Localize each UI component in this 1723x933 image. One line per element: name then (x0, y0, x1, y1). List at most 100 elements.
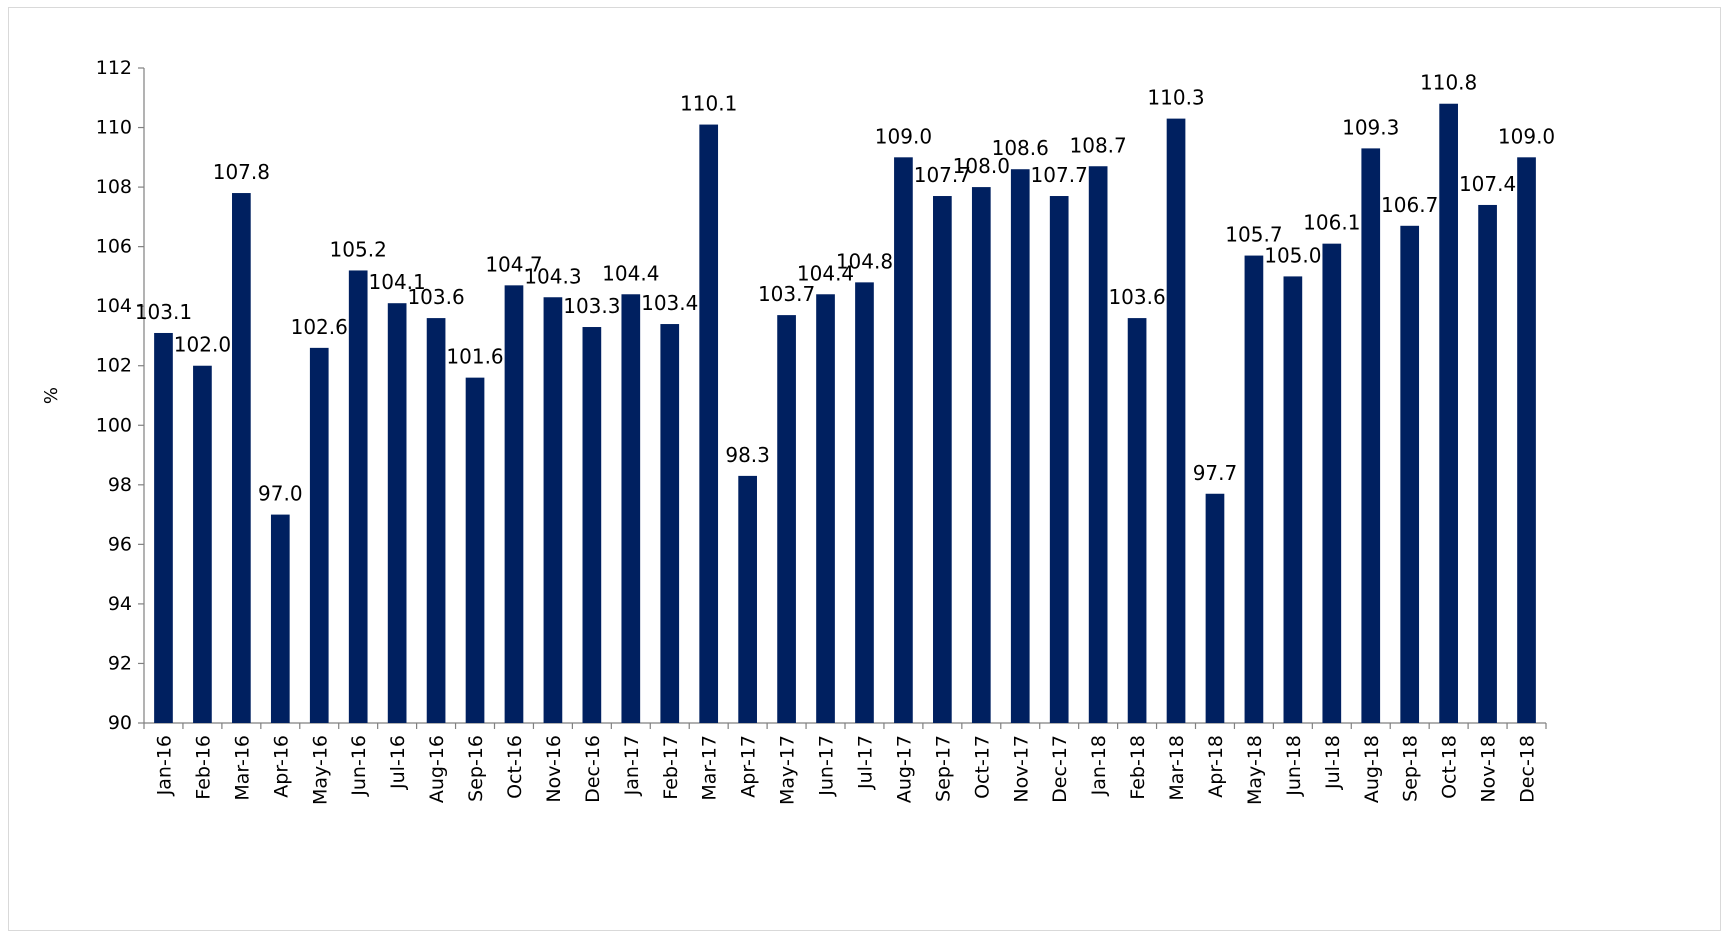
x-tick-label: Nov-16 (543, 735, 565, 803)
data-label: 104.4 (797, 261, 854, 285)
data-label: 97.0 (258, 482, 303, 506)
data-label: 98.3 (725, 443, 770, 467)
bar (1010, 169, 1030, 723)
bar (387, 303, 407, 723)
bar (1400, 225, 1420, 723)
data-label: 109.3 (1342, 115, 1399, 139)
x-tick-label: Mar-17 (699, 735, 721, 801)
data-label: 104.1 (369, 270, 426, 294)
data-label: 102.6 (291, 315, 348, 339)
data-label: 105.0 (1264, 243, 1321, 267)
bar (1244, 255, 1264, 723)
data-label: 110.1 (680, 92, 737, 116)
y-tick-label: 96 (108, 533, 132, 555)
x-tick-label: Jul-17 (854, 735, 876, 790)
bar (1322, 243, 1342, 723)
data-label: 103.1 (135, 300, 192, 324)
x-tick-label: Jan-16 (153, 735, 175, 796)
x-tick-label: Sep-16 (465, 735, 487, 802)
bar (621, 294, 641, 723)
y-axis: 90 92 94 96 98 100 102 104 106 108 110 112 (96, 57, 145, 734)
x-tick-label: Nov-18 (1478, 735, 1500, 803)
bar (232, 193, 251, 723)
x-tick-label: Apr-18 (1205, 735, 1227, 798)
y-tick-label: 104 (96, 295, 132, 317)
data-label: 104.8 (836, 249, 893, 273)
data-label: 107.8 (213, 160, 270, 184)
bar (855, 282, 874, 723)
bar (1439, 103, 1458, 723)
data-label: 104.3 (524, 264, 581, 288)
x-tick-label: Apr-16 (270, 735, 292, 798)
y-tick-label: 106 (96, 236, 132, 258)
x-tick-label: May-16 (309, 735, 331, 805)
data-label: 103.7 (758, 282, 815, 306)
x-axis: Jan-16 Feb-16 Mar-16 Apr-16 May-16 Jun-16 Jul-… (143, 722, 1547, 805)
bar (154, 332, 173, 723)
bar (582, 327, 602, 723)
x-tick-label: Feb-16 (192, 735, 214, 800)
data-label: 102.0 (174, 333, 231, 357)
x-tick-label: Jul-16 (387, 735, 409, 790)
data-label: 110.8 (1420, 71, 1477, 95)
data-label: 97.7 (1193, 461, 1238, 485)
x-tick-label: Sep-18 (1400, 735, 1422, 802)
y-tick-label: 94 (108, 593, 132, 615)
x-tick-label: Nov-17 (1010, 735, 1032, 803)
data-label: 101.6 (446, 345, 503, 369)
x-tick-label: Jan-18 (1088, 735, 1110, 796)
y-tick-label: 98 (108, 474, 132, 496)
y-tick-label: 100 (96, 414, 132, 436)
x-tick-label: Feb-17 (660, 735, 682, 800)
bar (426, 318, 446, 723)
bar (1049, 196, 1069, 724)
data-label: 109.0 (875, 124, 932, 148)
bar-chart: 90 92 94 96 98 100 102 104 106 108 110 112 Jan-16 Fe… (41, 57, 1555, 805)
data-label: 104.4 (602, 261, 659, 285)
x-tick-label: Oct-17 (971, 735, 993, 799)
data-label: 103.4 (641, 291, 698, 315)
x-tick-label: Oct-16 (504, 735, 526, 799)
x-tick-label: Feb-18 (1127, 735, 1149, 800)
bar (816, 294, 835, 723)
data-label: 107.4 (1459, 172, 1516, 196)
bar (971, 187, 991, 723)
data-label: 103.6 (407, 285, 464, 309)
y-tick-label: 92 (108, 652, 132, 674)
bar (543, 297, 563, 723)
y-axis-title: % (41, 387, 62, 404)
x-tick-label: Mar-18 (1166, 735, 1188, 801)
data-label: 110.3 (1147, 86, 1204, 110)
bar (699, 124, 719, 724)
data-label: 105.2 (330, 237, 387, 261)
x-tick-label: Jul-18 (1322, 735, 1344, 790)
data-label: 108.7 (1070, 133, 1127, 157)
x-tick-label: Oct-18 (1439, 735, 1461, 799)
data-label: 108.0 (953, 154, 1010, 178)
x-tick-label: May-17 (777, 735, 799, 805)
bar (738, 475, 757, 723)
bar (1283, 276, 1303, 723)
bar (1205, 493, 1225, 723)
x-tick-label: Jun-17 (816, 735, 838, 797)
data-label: 106.7 (1381, 193, 1438, 217)
y-tick-label: 90 (108, 712, 132, 734)
bars (154, 103, 1536, 724)
y-tick-label: 110 (96, 117, 132, 139)
bar (465, 377, 485, 723)
x-tick-label: Dec-16 (582, 735, 604, 803)
bar (777, 315, 796, 723)
data-label: 103.6 (1108, 285, 1165, 309)
x-tick-label: Dec-18 (1517, 735, 1539, 803)
data-label: 109.0 (1498, 124, 1555, 148)
x-tick-label: Mar-16 (231, 735, 253, 801)
data-labels: 103.1102.0107.897.0102.6105.2104.1103.61… (135, 71, 1555, 506)
x-tick-label: Aug-16 (426, 735, 448, 803)
bar (504, 285, 524, 723)
x-tick-label: Apr-17 (738, 735, 760, 798)
x-tick-label: Dec-17 (1049, 735, 1071, 803)
x-tick-label: May-18 (1244, 735, 1266, 805)
data-label: 104.7 (485, 252, 542, 276)
bar (309, 347, 329, 723)
y-tick-label: 102 (96, 355, 132, 377)
